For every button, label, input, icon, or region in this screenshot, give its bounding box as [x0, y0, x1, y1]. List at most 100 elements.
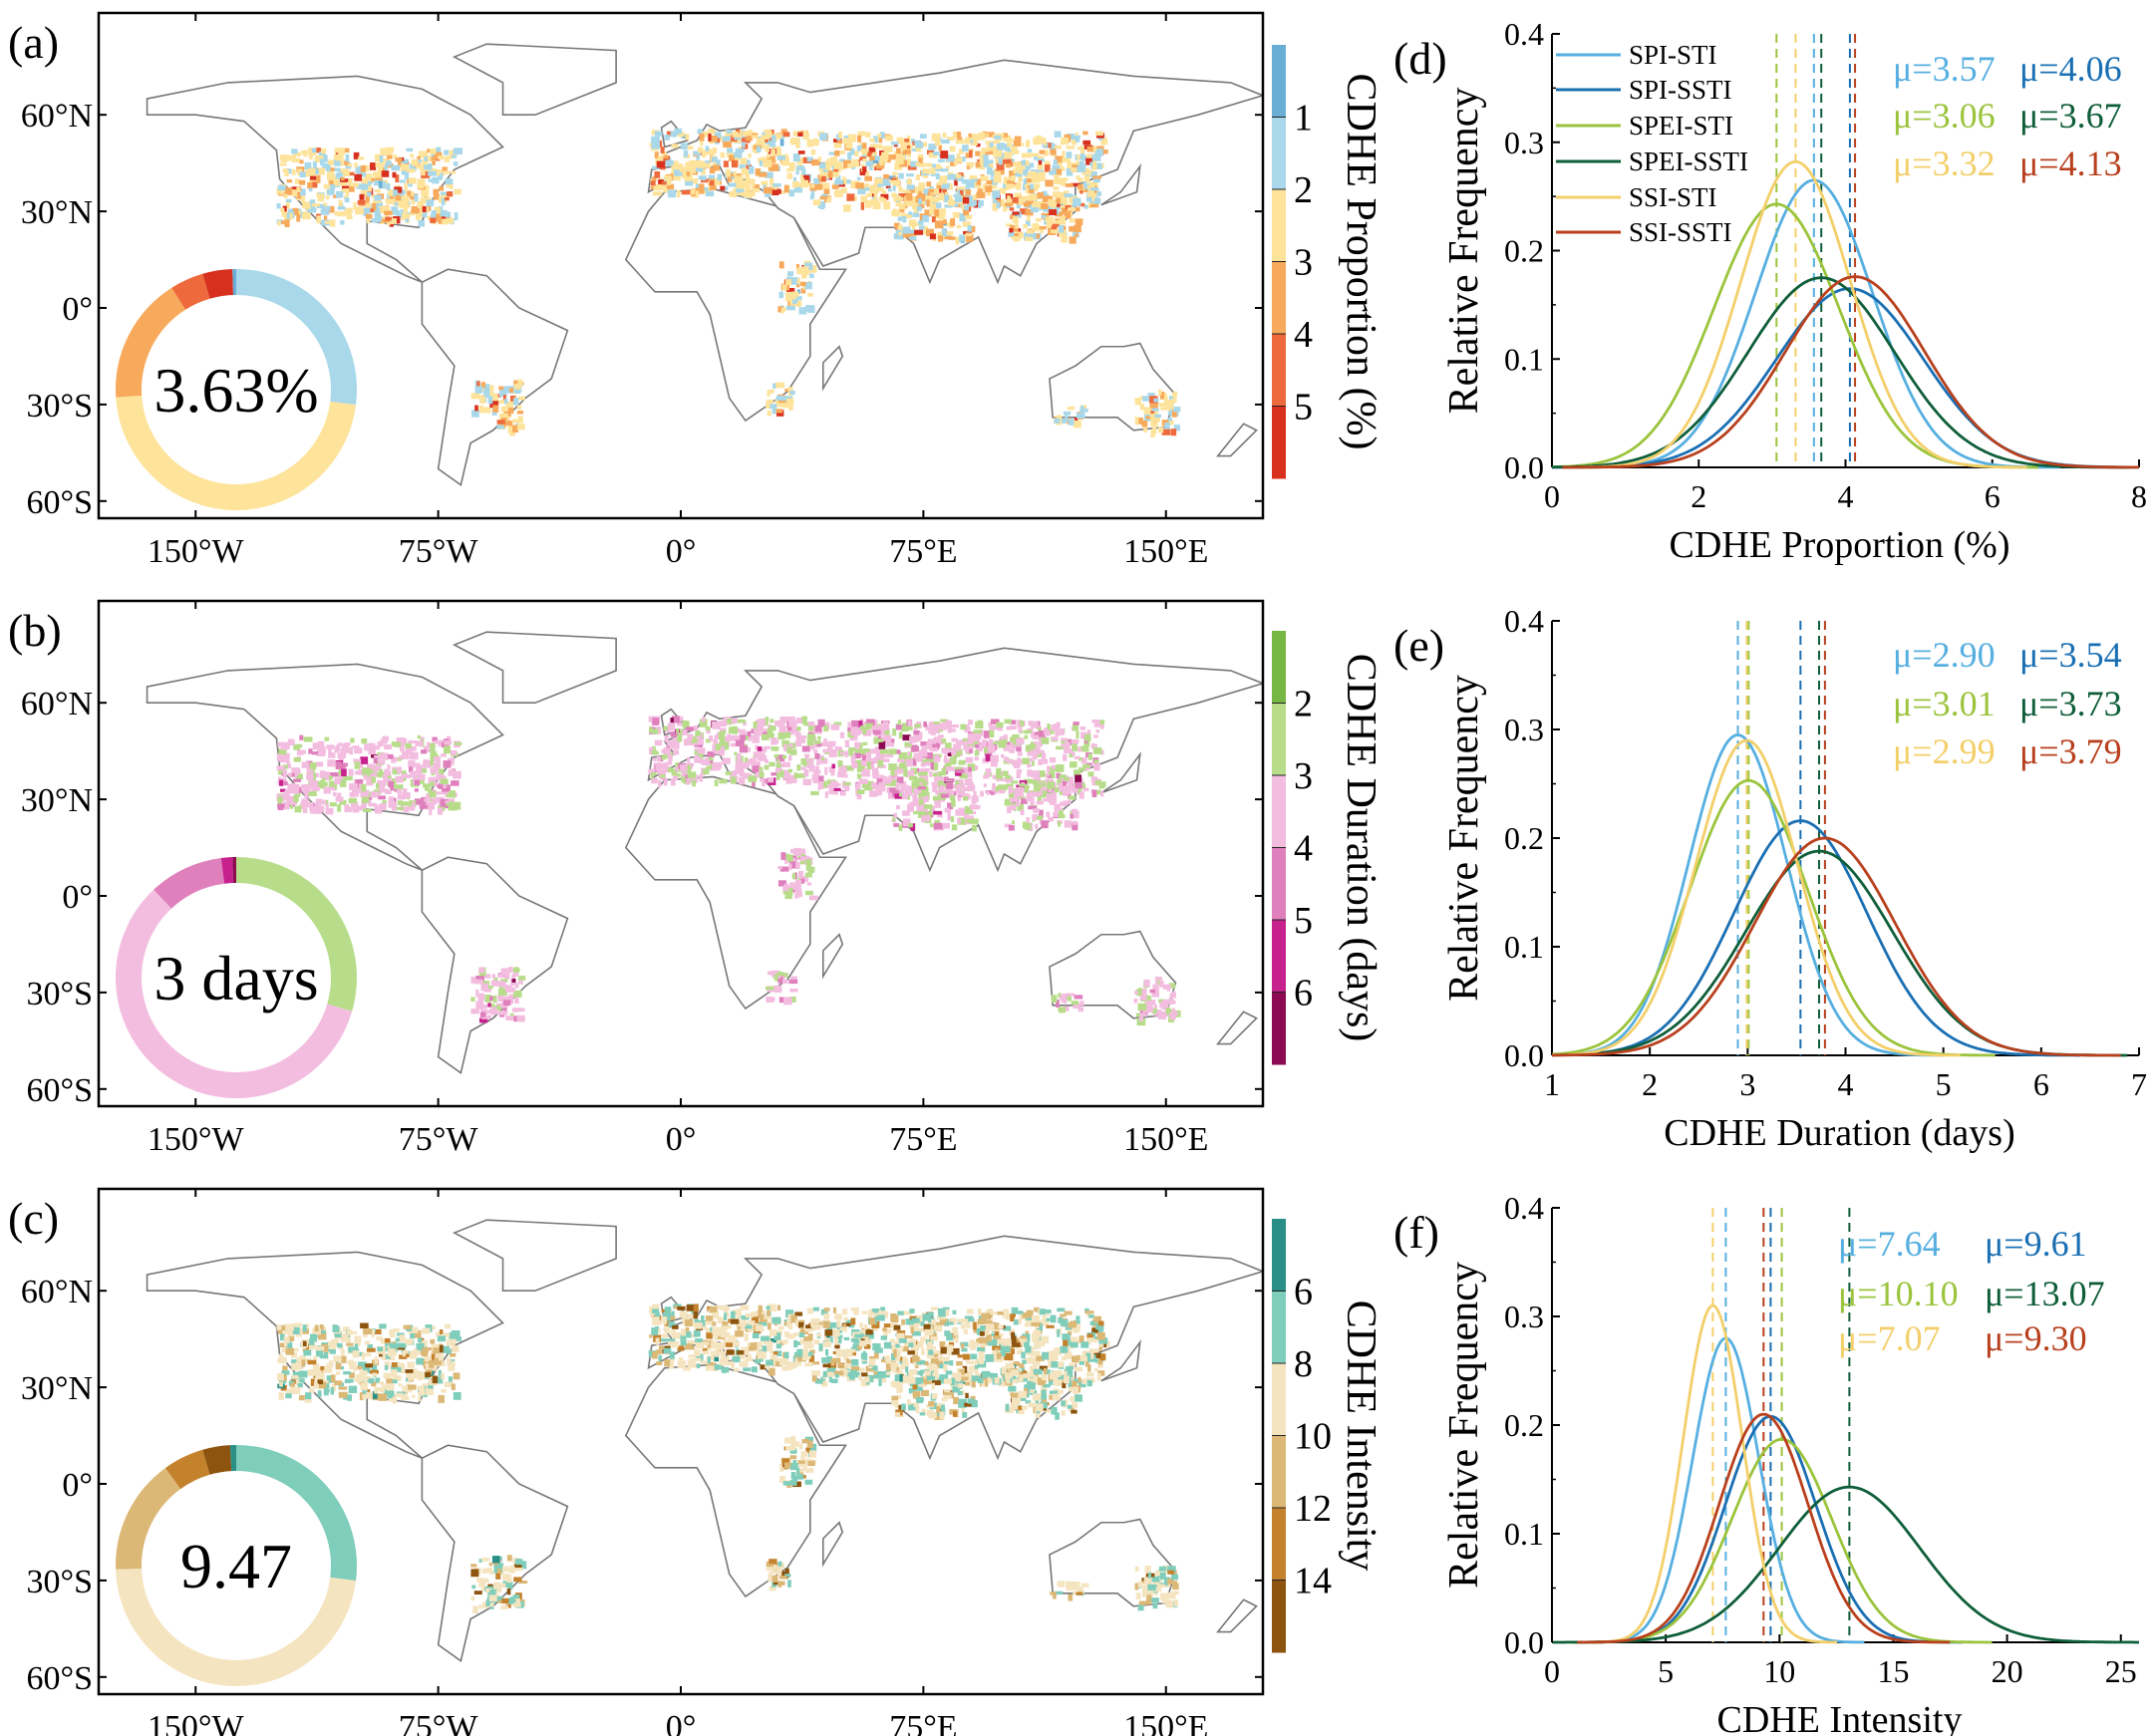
map-cell	[307, 204, 311, 210]
map-cell	[786, 726, 792, 732]
lon-tick-label: 0°	[666, 533, 697, 570]
map-cell	[1004, 202, 1014, 207]
map-cell	[974, 749, 979, 756]
map-cell	[337, 160, 344, 166]
map-cell	[1056, 165, 1064, 169]
map-cell	[509, 395, 515, 402]
map-cell	[934, 819, 941, 825]
map-cell	[767, 155, 775, 163]
map-cell	[1083, 175, 1090, 183]
map-cell	[768, 777, 774, 783]
map-cell	[1152, 984, 1159, 992]
map-cell	[805, 1341, 813, 1349]
map-cell	[432, 160, 436, 165]
map-cell	[335, 1363, 342, 1370]
map-cell	[302, 201, 308, 209]
map-cell	[772, 383, 777, 389]
map-cell	[1099, 723, 1104, 729]
map-cell	[970, 815, 974, 819]
map-cell	[820, 1376, 826, 1384]
map-cell	[951, 724, 959, 728]
map-cell	[453, 770, 462, 779]
map-cell	[1077, 184, 1083, 190]
map-cell	[341, 1334, 348, 1342]
map-cell	[868, 146, 876, 154]
map-cell	[1058, 808, 1064, 815]
map-cell	[1145, 416, 1153, 420]
map-cell	[949, 145, 956, 152]
map-cell	[963, 810, 970, 819]
map-cell	[370, 162, 377, 170]
map-cell	[392, 209, 400, 215]
map-cell	[772, 1359, 782, 1367]
map-cell	[965, 180, 970, 188]
map-cell	[802, 130, 807, 138]
map-cell	[770, 772, 779, 776]
map-cell	[847, 162, 853, 168]
lat-tick-label: 0°	[62, 291, 93, 328]
map-cell	[1004, 756, 1008, 762]
map-cell	[698, 743, 704, 747]
map-cell	[888, 763, 897, 771]
map-cell	[1134, 398, 1141, 406]
map-cell	[847, 726, 853, 731]
map-cell	[302, 1324, 307, 1332]
map-cell	[343, 169, 350, 176]
map-cell	[348, 797, 357, 804]
map-cell	[928, 1368, 936, 1374]
map-cell	[1024, 822, 1032, 830]
map-cell	[751, 1366, 758, 1373]
map-cell	[710, 135, 718, 143]
map-cell	[326, 164, 331, 172]
map-cell	[363, 808, 372, 812]
map-cell	[1028, 170, 1038, 175]
map-cell	[1006, 223, 1013, 227]
map-cell	[414, 779, 421, 786]
map-cell	[819, 754, 824, 759]
map-cell	[905, 758, 913, 767]
map-cell	[727, 733, 732, 741]
map-cell	[358, 156, 365, 160]
map-cell	[723, 160, 729, 167]
map-cell	[896, 147, 901, 154]
map-cell	[998, 169, 1005, 175]
map-cell	[504, 386, 514, 394]
map-cell	[1074, 755, 1080, 759]
map-cell	[858, 721, 863, 727]
map-cell	[976, 191, 986, 198]
map-cell	[967, 771, 973, 778]
map-cell	[1083, 740, 1090, 747]
map-cell	[731, 718, 738, 723]
map-cell	[912, 797, 920, 805]
map-cell	[898, 751, 908, 759]
map-cell	[913, 209, 919, 215]
map-cell	[856, 773, 862, 779]
map-cell	[680, 728, 685, 735]
map-cell	[723, 757, 730, 761]
map-cell	[377, 1346, 384, 1352]
map-cell	[807, 1333, 813, 1341]
map-cell	[1003, 744, 1011, 751]
map-cell	[889, 179, 897, 183]
map-cell	[325, 195, 330, 199]
map-cell	[1090, 742, 1095, 749]
map-cell	[992, 204, 999, 211]
map-cell	[976, 743, 983, 752]
map-cell	[1050, 728, 1055, 734]
map-cell	[679, 166, 686, 172]
map-cell	[1017, 789, 1024, 798]
map-cell	[781, 754, 787, 759]
map-cell	[423, 1350, 428, 1357]
donut-segment	[171, 273, 210, 311]
map-cell	[285, 1323, 294, 1331]
map-cell	[1058, 219, 1067, 225]
map-cell	[504, 399, 508, 405]
map-cell	[353, 758, 357, 763]
map-cell	[508, 967, 513, 973]
map-cell	[941, 747, 950, 753]
map-cell	[649, 726, 653, 733]
map-cell	[1064, 748, 1073, 753]
map-cell	[1062, 225, 1067, 231]
map-cell	[714, 734, 723, 739]
map-cell	[967, 784, 976, 789]
